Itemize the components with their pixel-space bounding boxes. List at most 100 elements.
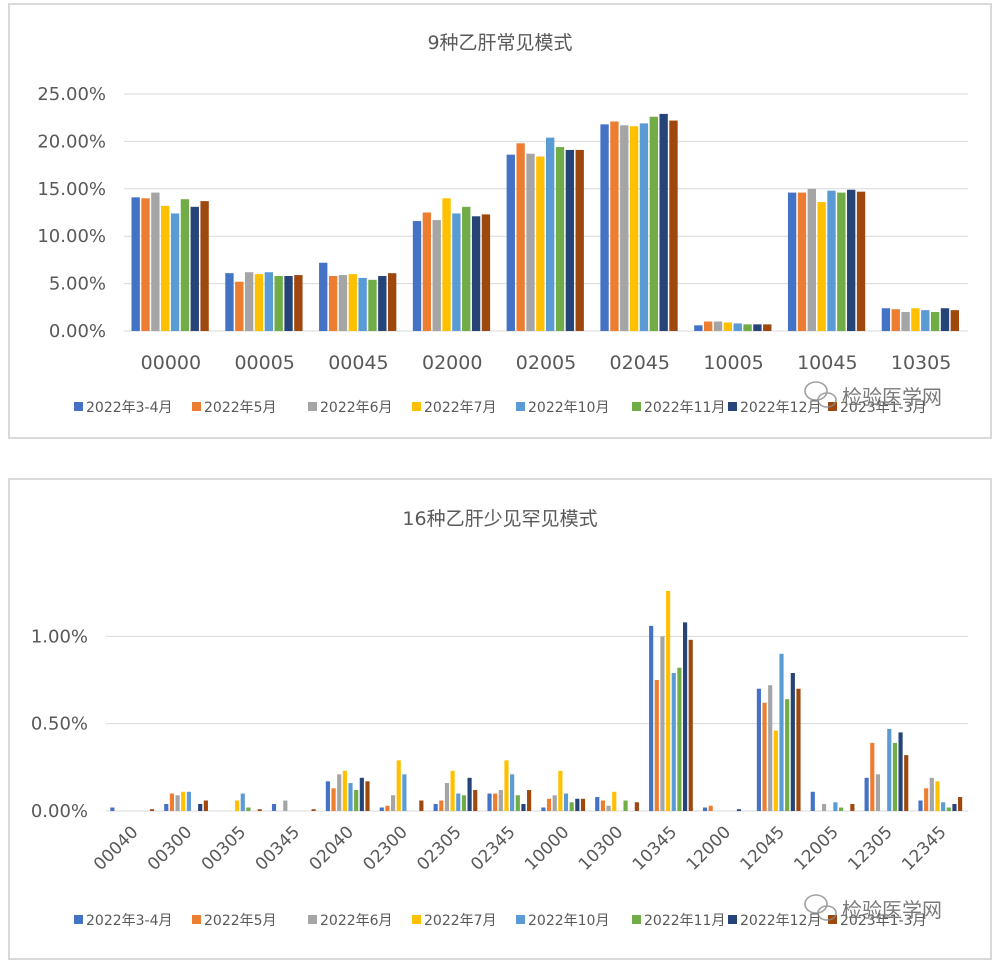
bar [198,804,203,811]
bar [580,798,586,811]
bar [450,770,455,811]
bar [838,807,844,811]
bar [768,685,773,811]
x-tick-label: 02305 [413,822,465,874]
x-tick-label: 00005 [234,352,294,374]
bar [555,147,565,331]
legend-item: 2022年7月 [412,400,497,416]
legend-swatch [632,915,641,924]
bar [683,622,688,811]
bar [328,276,338,331]
bar [348,783,353,811]
bar [481,214,491,331]
bar [203,800,208,811]
bar [536,156,545,331]
bar [694,325,703,331]
bar [161,205,170,331]
bar [200,201,209,331]
legend: 2022年3-4月 2022年5月 2022年6月 2022年7月 2022年10月 20… [74,400,927,416]
bar [796,688,801,811]
bar [283,800,288,811]
bar [541,807,546,811]
y-tick-label: 0.00% [49,321,106,342]
legend-swatch [516,402,525,411]
bar [368,279,377,331]
x-tick-label: 10005 [703,352,763,374]
bar [402,774,407,811]
legend-item: 2022年6月 [308,913,393,929]
bar [274,276,283,331]
bar [387,273,397,331]
bar [864,777,869,811]
bar [787,192,797,331]
x-tick-label: 12000 [683,822,735,874]
bar [190,206,199,331]
bar [847,189,856,331]
legend-label: 2022年6月 [320,400,393,416]
bar [338,275,348,331]
bar [246,807,251,811]
bar [810,791,815,811]
legend-swatch [632,402,641,411]
bar [294,275,303,331]
bar [708,805,713,811]
bar [639,123,649,331]
legend-item: 2022年3-4月 [74,913,173,929]
bar [244,272,254,331]
bar [850,804,855,811]
bar [704,321,713,331]
bar [595,797,600,811]
bar [348,274,357,331]
bar [257,809,262,811]
bar [358,277,367,331]
x-tick-label: 12305 [844,822,896,874]
bar [666,590,671,811]
x-tick-label: 00345 [252,822,304,874]
legend-label: 2022年12月 [740,400,821,416]
legend-label: 2022年10月 [528,913,609,929]
x-tick-label: 12345 [898,822,950,874]
bar [493,793,498,811]
legend-label: 2022年3-4月 [86,913,173,929]
x-tick-label: 02345 [467,822,519,874]
bar [419,800,424,811]
legend-swatch [412,915,421,924]
bar [164,804,169,811]
bar [659,113,668,332]
bar [225,273,234,331]
legend-item: 2023年1-3月 [828,400,927,416]
bar [311,809,316,811]
bars [131,113,959,332]
bar [385,805,390,811]
bar [575,798,580,811]
bar [521,804,526,811]
bar [950,310,959,331]
bar [365,781,370,811]
bar [610,121,619,331]
legend-label: 2022年11月 [644,400,725,416]
legend-label: 2022年6月 [320,913,393,929]
legend-swatch [192,402,201,411]
bar [743,324,752,331]
bar [600,800,605,811]
legend-label: 2022年5月 [204,400,277,416]
x-tick-label: 00305 [198,822,250,874]
legend-item: 2022年3-4月 [74,400,173,416]
y-axis: 0.00% 5.00% 10.00% 15.00% 20.00% 25.00% [37,84,106,342]
bar [649,625,654,811]
bar [946,807,951,811]
bar [929,777,934,811]
bar [169,793,174,811]
bar [856,191,866,331]
bar [756,688,761,811]
bar [342,770,347,811]
x-axis: 00000 00005 00045 02000 02005 02045 10005 10045… [141,352,952,374]
y-tick-label: 20.00% [37,131,106,152]
bar [649,116,658,331]
legend-label: 2022年3-4月 [86,400,173,416]
bar [235,800,240,811]
bar [875,774,881,811]
x-tick-label: 02005 [516,352,576,374]
bar [817,202,826,331]
bar [254,274,264,331]
